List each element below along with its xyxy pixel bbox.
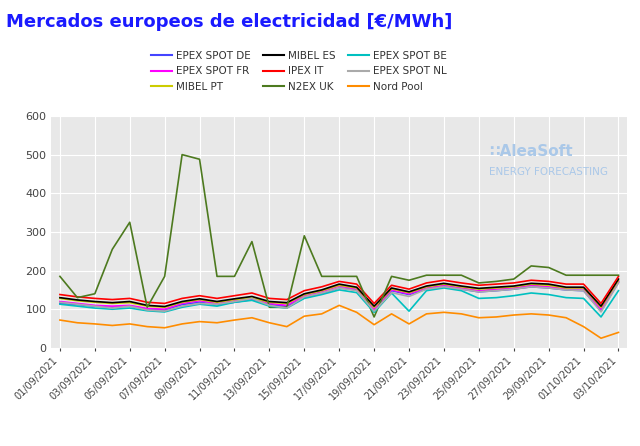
Legend: EPEX SPOT DE, EPEX SPOT FR, MIBEL PT, MIBEL ES, IPEX IT, N2EX UK, EPEX SPOT BE, : EPEX SPOT DE, EPEX SPOT FR, MIBEL PT, MI…	[147, 47, 451, 96]
Text: ENERGY FORECASTING: ENERGY FORECASTING	[489, 167, 608, 177]
Text: ∷AleaSoft: ∷AleaSoft	[489, 144, 573, 159]
Text: Mercados europeos de electricidad [€/MWh]: Mercados europeos de electricidad [€/MWh…	[6, 13, 452, 31]
